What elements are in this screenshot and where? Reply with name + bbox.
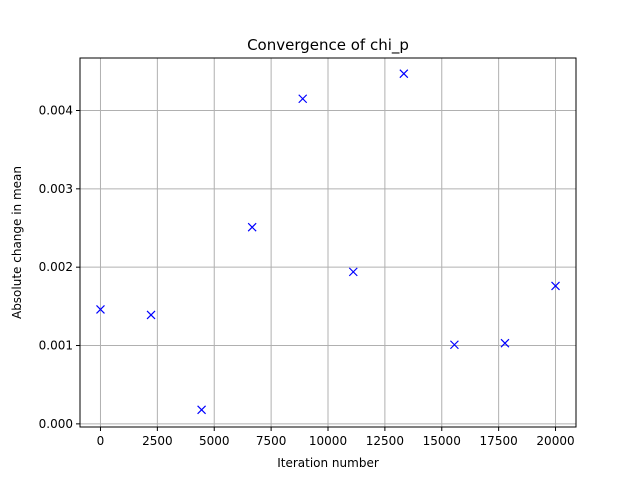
ticks: 0 2500 5000 7500 10000 12500 15000 17500 20000 0.… (39, 103, 575, 448)
data-point (551, 281, 560, 291)
x-tick-label: 2500 (142, 434, 173, 448)
y-tick-label: 0.001 (39, 339, 73, 353)
x-tick-label: 0 (97, 434, 105, 448)
plot-frame (79, 57, 577, 428)
x-tick-label: 20000 (536, 434, 574, 448)
grid (80, 58, 576, 427)
data-point (348, 267, 358, 277)
x-tick-label: 7500 (256, 434, 287, 448)
x-tick-label: 10000 (309, 434, 347, 448)
data-point (298, 94, 308, 104)
x-tick-label: 15000 (423, 434, 461, 448)
chart-title: Convergence of chi_p (247, 36, 409, 55)
data-point (399, 69, 409, 79)
x-tick-label: 5000 (199, 434, 230, 448)
data-point (197, 405, 207, 415)
y-tick-label: 0.004 (39, 103, 73, 117)
y-tick-label: 0.003 (39, 182, 73, 196)
data-point (449, 340, 459, 350)
data-point (247, 222, 257, 232)
y-tick-label: 0.000 (39, 417, 73, 431)
y-axis-label: Absolute change in mean (10, 166, 24, 319)
x-tick-label: 12500 (366, 434, 404, 448)
data-point (500, 338, 510, 348)
x-tick-label: 17500 (480, 434, 518, 448)
data-point (146, 310, 156, 320)
y-tick-label: 0.002 (39, 260, 73, 274)
data-points (96, 69, 560, 415)
data-point (96, 305, 105, 314)
x-axis-label: Iteration number (277, 456, 379, 470)
